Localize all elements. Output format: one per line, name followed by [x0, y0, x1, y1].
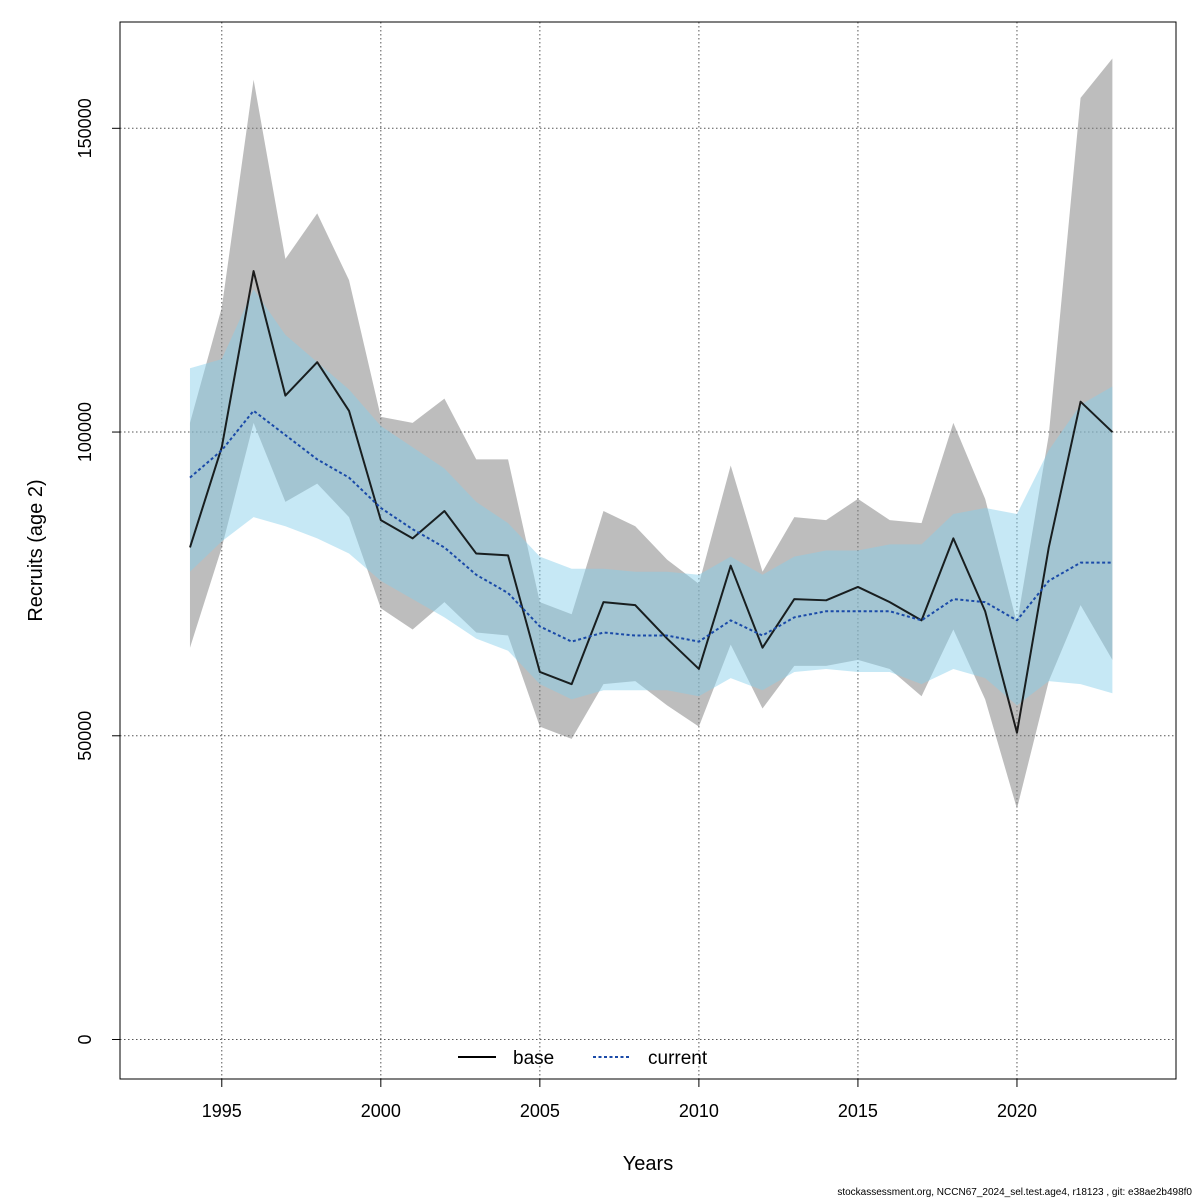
plot-frame — [119, 21, 1177, 1080]
x-tick-label-2000: 2000 — [361, 1101, 401, 1121]
y-tick-label-100000: 100000 — [75, 402, 95, 462]
x-tick-label-2010: 2010 — [679, 1101, 719, 1121]
current-confidence-band — [189, 289, 1113, 706]
y-tick-label-0: 0 — [75, 1035, 95, 1045]
series-lines — [189, 270, 1114, 734]
footer-note: stockassessment.org, NCCN67_2024_sel.tes… — [837, 1187, 1192, 1198]
legend: base current — [458, 1048, 708, 1069]
confidence-bands — [189, 58, 1113, 809]
base-series-line — [189, 270, 1114, 734]
legend-label-base: base — [513, 1048, 554, 1069]
x-axis-label: Years — [623, 1153, 673, 1175]
y-tick-label-50000: 50000 — [75, 711, 95, 761]
legend-label-current: current — [648, 1048, 708, 1069]
x-tick-label-2020: 2020 — [997, 1101, 1037, 1121]
x-tick-label-1995: 1995 — [202, 1101, 242, 1121]
y-axis-label: Recruits (age 2) — [25, 479, 47, 621]
base-confidence-band — [189, 58, 1113, 809]
y-axis: 0 50000 100000 150000 — [75, 98, 120, 1045]
current-series-line — [189, 409, 1113, 643]
x-tick-label-2015: 2015 — [838, 1101, 878, 1121]
x-axis: 1995 2000 2005 2010 2015 2020 — [202, 1079, 1037, 1121]
x-tick-label-2005: 2005 — [520, 1101, 560, 1121]
y-tick-label-150000: 150000 — [75, 98, 95, 158]
